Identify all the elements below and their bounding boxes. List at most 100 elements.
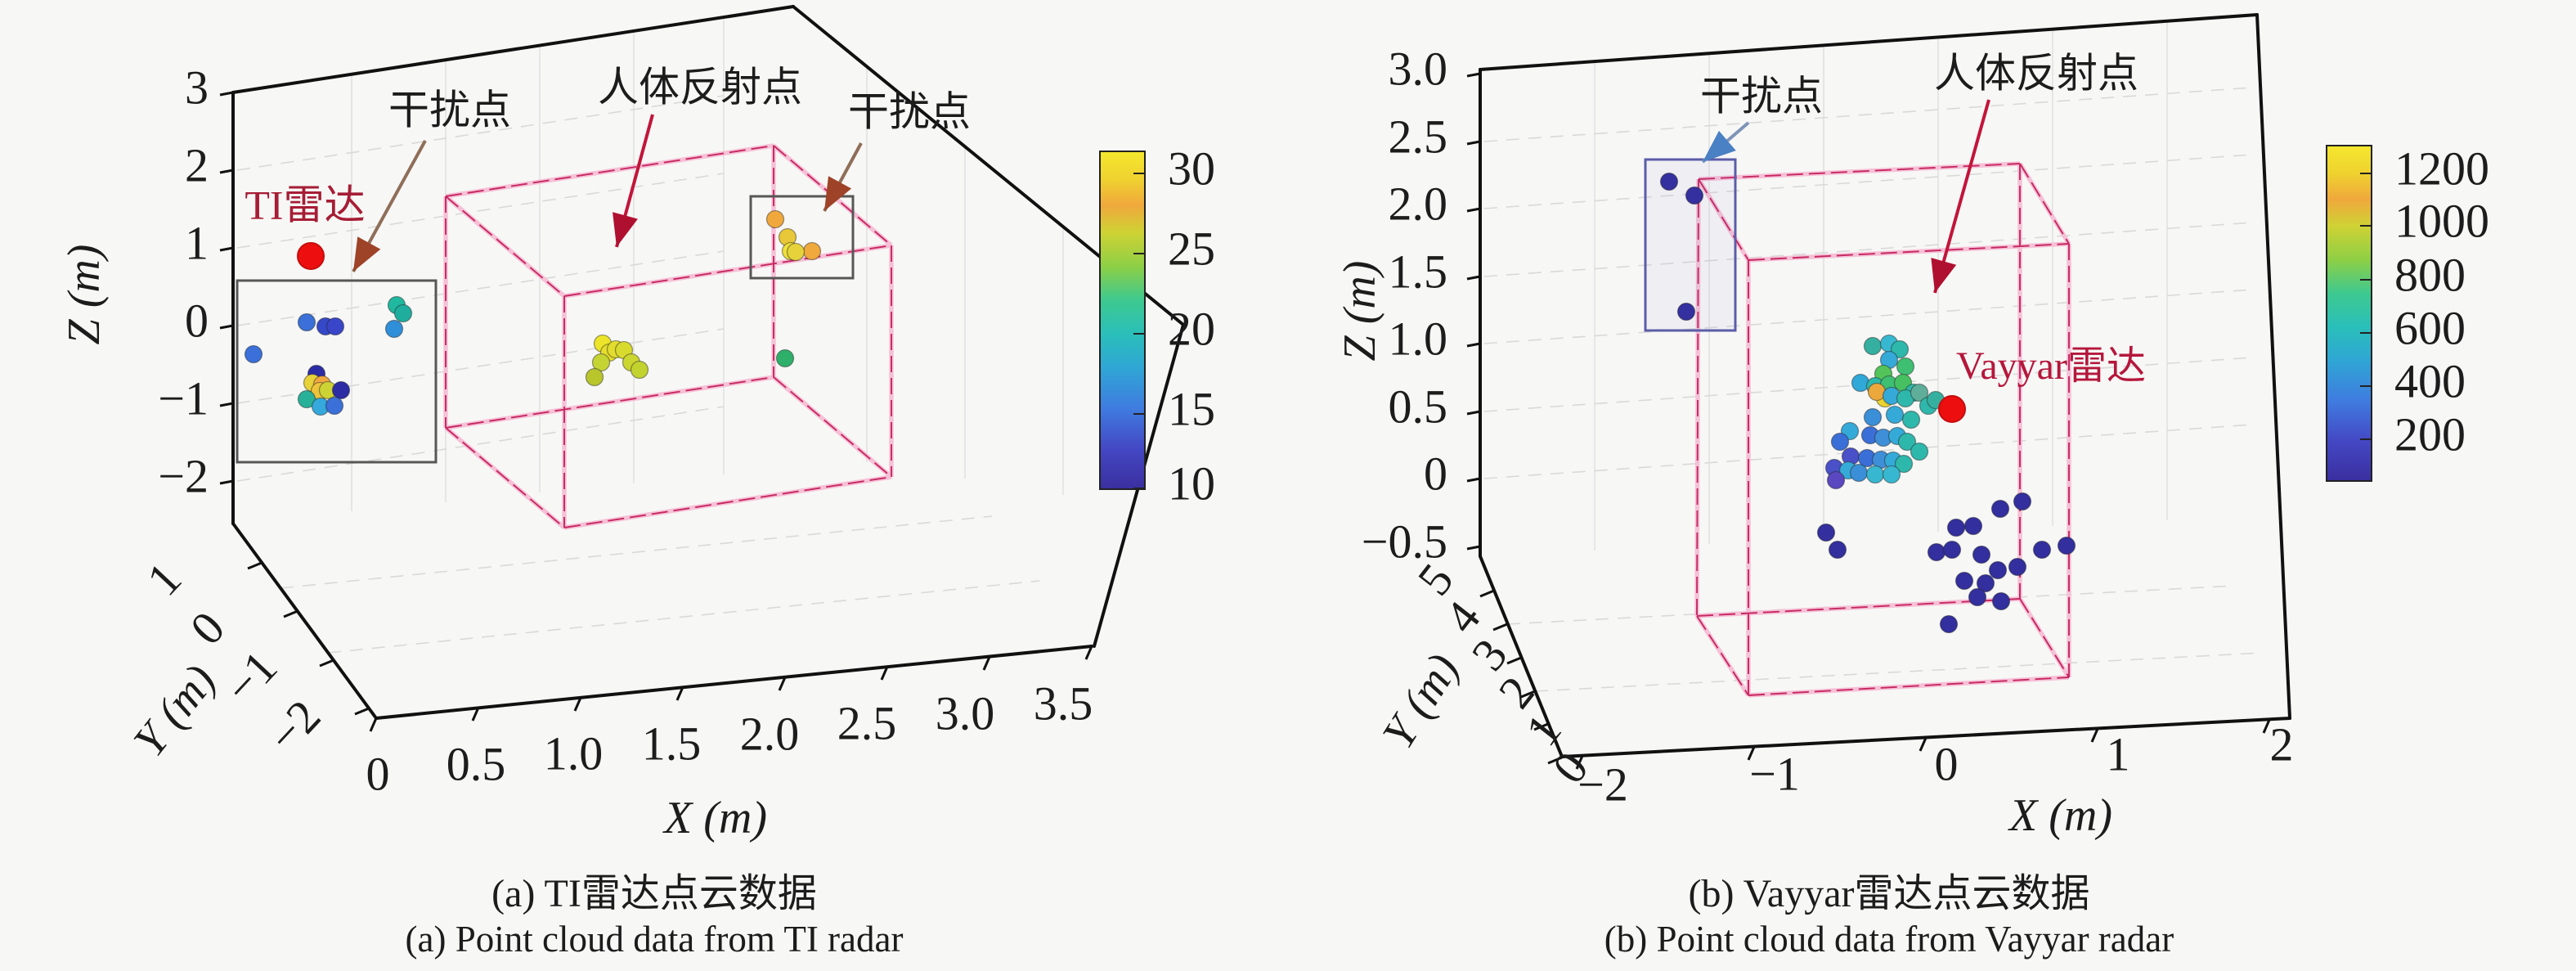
- pink-box-edge: [1698, 163, 2021, 180]
- z-tick-label: 0: [185, 294, 209, 347]
- grid-line-z: [236, 95, 725, 171]
- scatter-point: [1890, 339, 1910, 359]
- scatter-point: [244, 344, 263, 364]
- y-tick-mark: [1506, 656, 1522, 665]
- colorbar-tick-label: 800: [2394, 248, 2466, 301]
- z-tick-label: 2.5: [1389, 110, 1448, 163]
- scatter-point: [585, 367, 604, 387]
- x-tick-label: 3.5: [1034, 677, 1093, 730]
- scatter-point: [1991, 591, 2011, 611]
- x-tick-label: 0: [366, 747, 390, 800]
- z-tick-label: −0.5: [1362, 515, 1447, 568]
- grid-line-z: [1483, 154, 2254, 209]
- interference-box: [236, 279, 438, 464]
- scatter-point: [1946, 518, 1966, 537]
- grid-line-z: [236, 406, 725, 482]
- pink-box-edge: [1748, 243, 2070, 261]
- caption-a-zh: (a) TI雷达点云数据: [491, 872, 817, 915]
- colorbar-tick-label: 600: [2394, 301, 2466, 354]
- scatter-point: [1863, 336, 1883, 356]
- z-tick-mark: [1466, 140, 1481, 146]
- pink-box-edge: [445, 376, 774, 429]
- scatter-point: [2008, 557, 2027, 577]
- annotation-text: 干扰点: [848, 88, 971, 134]
- x-tick-mark: [2090, 728, 2099, 743]
- x-tick-label: 2.5: [837, 696, 897, 749]
- colorbar: [1099, 151, 1146, 490]
- scatter-point: [1939, 614, 1959, 634]
- z-tick-label: −2: [158, 449, 209, 502]
- z-tick-mark: [1466, 342, 1481, 348]
- grid-line-z: [1483, 87, 2254, 142]
- scatter-point: [1676, 302, 1696, 321]
- pink-box-edge: [1748, 677, 2070, 696]
- annotation-text: Vayyar雷达: [1956, 344, 2146, 388]
- colorbar-tick-label: 400: [2394, 354, 2466, 407]
- y-tick-mark: [1520, 690, 1536, 699]
- x-tick-label: 1.0: [544, 726, 604, 780]
- x-tick-label: 0.5: [447, 737, 506, 790]
- z-tick-label: 2.0: [1389, 177, 1448, 230]
- x-tick-mark: [369, 717, 378, 732]
- scatter-point: [1954, 571, 1974, 591]
- y-tick-mark: [1479, 589, 1495, 598]
- axis-frame-line: [231, 5, 795, 94]
- axis-frame-line: [1479, 555, 1564, 758]
- scatter-point: [1972, 545, 1991, 564]
- caption-a-en: (a) Point cloud data from TI radar: [405, 919, 904, 960]
- scatter-point: [1863, 407, 1883, 427]
- y-tick-label: −1: [214, 641, 288, 713]
- pink-box-edge: [1696, 598, 2021, 617]
- colorbar-tick-label: 20: [1168, 302, 1215, 355]
- grid-line-floor: [1534, 652, 2264, 692]
- scatter-point: [786, 242, 806, 262]
- z-axis-label: Z (m): [59, 245, 110, 345]
- y-axis-label: Y (m): [1373, 645, 1470, 757]
- scatter-point: [1851, 373, 1870, 393]
- x-tick-mark: [778, 677, 787, 691]
- grid-line-floor: [327, 580, 1040, 654]
- grid-line-floor: [280, 515, 993, 589]
- z-tick-mark: [219, 479, 234, 485]
- x-tick-label: 1.5: [642, 717, 702, 770]
- y-tick-mark: [283, 609, 298, 618]
- pink-box-edge: [773, 376, 892, 478]
- interference-box: [749, 195, 855, 280]
- annotation-text: 人体反射点: [1934, 50, 2138, 96]
- scatter-point: [331, 380, 351, 400]
- pink-box-edge: [563, 476, 892, 528]
- scatter-point: [297, 312, 316, 332]
- grid-line-z: [236, 328, 725, 404]
- pink-box-edge: [2019, 163, 2070, 245]
- z-tick-label: 0.5: [1389, 380, 1448, 433]
- y-tick-mark: [1547, 756, 1563, 765]
- x-tick-mark: [1919, 737, 1928, 752]
- z-tick-mark: [219, 246, 234, 252]
- y-tick-label: 1: [137, 552, 191, 606]
- arrow-head: [1931, 258, 1957, 293]
- annotation-text: TI雷达: [245, 182, 365, 227]
- y-tick-mark: [354, 707, 370, 716]
- scatter-point: [1830, 432, 1850, 452]
- radar-position-dot: [297, 242, 325, 270]
- x-tick-label: −2: [1577, 757, 1628, 811]
- annotation-arrow-line: [1933, 99, 1990, 294]
- colorbar-tick-label: 15: [1168, 382, 1215, 435]
- grid-line-z: [236, 250, 725, 326]
- y-tick-mark: [1533, 722, 1549, 731]
- x-tick-label: 3.0: [936, 686, 995, 739]
- x-tick-label: 1: [2107, 727, 2130, 780]
- scatter-point: [1659, 172, 1679, 191]
- scatter-point: [1976, 573, 1995, 593]
- x-tick-label: 2.0: [740, 707, 800, 760]
- scatter-point: [1990, 499, 2010, 519]
- scatter-point: [1927, 542, 1946, 562]
- z-tick-mark: [219, 402, 234, 407]
- scatter-point: [2013, 492, 2032, 511]
- x-tick-mark: [471, 707, 480, 722]
- z-tick-label: 3.0: [1389, 42, 1448, 95]
- pink-box-edge: [445, 196, 565, 297]
- axis-frame-line: [231, 522, 378, 720]
